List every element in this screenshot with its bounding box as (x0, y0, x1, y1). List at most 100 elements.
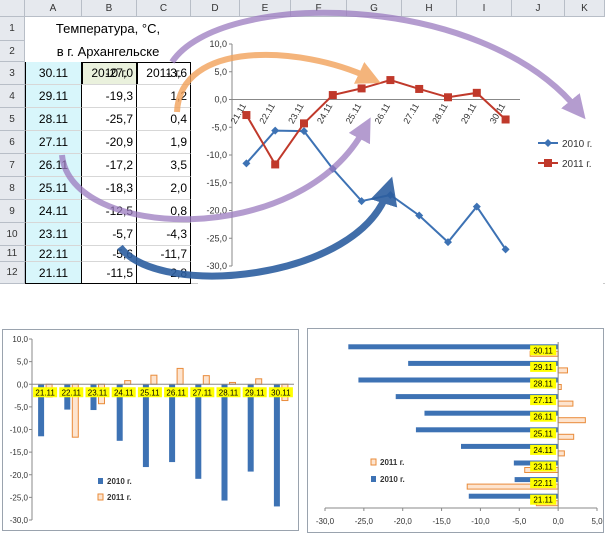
data-point-2011[interactable] (328, 91, 337, 100)
row-header-2[interactable]: 2 (0, 41, 25, 62)
data-point-2011[interactable] (472, 88, 481, 97)
data-point-2010[interactable] (501, 245, 510, 254)
bar-2010[interactable] (468, 493, 559, 499)
column-header-e[interactable]: E (240, 0, 291, 17)
column-chart[interactable]: 10,0 5,0 0,0 -5,0 -10,0 -15,0 -20,0 -25,0 -30,0 2… (2, 329, 299, 531)
data-point-2011[interactable] (271, 160, 280, 169)
value-2010-cell[interactable]: -19,3 (82, 85, 137, 108)
bar-2011[interactable] (150, 374, 158, 385)
bar-2010[interactable] (221, 384, 228, 501)
row-header-7[interactable]: 7 (0, 154, 25, 177)
horizontal-bar-chart[interactable]: 21.11 22.11 23.11 24.11 25.11 26.11 27.11 28.11… (307, 328, 604, 533)
bar-2010[interactable] (395, 394, 559, 400)
bar-2011[interactable] (124, 380, 132, 385)
row-header-9[interactable]: 9 (0, 200, 25, 223)
y-tick-label: 0,0 (17, 380, 29, 389)
data-point-2010[interactable] (472, 202, 481, 211)
column-header-h[interactable]: H (402, 0, 457, 17)
value-2011-cell[interactable]: -4,3 (137, 223, 191, 246)
date-cell[interactable]: 27.11 (25, 131, 82, 154)
value-2010-cell[interactable]: -11,5 (82, 262, 137, 284)
date-cell[interactable]: 23.11 (25, 223, 82, 246)
column-header-g[interactable]: G (347, 0, 402, 17)
column-header-b[interactable]: B (82, 0, 137, 17)
date-cell[interactable]: 25.11 (25, 177, 82, 200)
value-2010-cell[interactable]: -25,7 (82, 108, 137, 131)
bar-2010[interactable] (348, 344, 559, 350)
bar-2010[interactable] (408, 360, 559, 366)
value-2010-cell[interactable]: -20,9 (82, 131, 137, 154)
date-cell[interactable]: 22.11 (25, 246, 82, 262)
value-2011-cell[interactable]: 3,5 (137, 154, 191, 177)
date-cell[interactable]: 26.11 (25, 154, 82, 177)
bar-2011[interactable] (557, 417, 586, 424)
bar-2010[interactable] (424, 410, 559, 416)
bar-2010[interactable] (358, 377, 559, 383)
row-header-8[interactable]: 8 (0, 177, 25, 200)
bar-2010[interactable] (461, 443, 559, 449)
row-header-11[interactable]: 11 (0, 246, 25, 262)
bar-2010[interactable] (273, 384, 280, 507)
y-tick-label: 10,0 (12, 335, 28, 344)
value-2010-cell[interactable]: -27,0 (82, 62, 137, 85)
data-point-2011[interactable] (300, 119, 308, 128)
value-2010-cell[interactable]: -12,5 (82, 200, 137, 223)
value-2011-cell[interactable]: 1,2 (137, 85, 191, 108)
bar-2010[interactable] (116, 384, 123, 441)
bar-2011[interactable] (557, 433, 575, 440)
date-cell[interactable]: 24.11 (25, 200, 82, 223)
value-2010-cell[interactable]: -5,6 (82, 246, 137, 262)
column-header-j[interactable]: J (512, 0, 565, 17)
date-cell[interactable]: 28.11 (25, 108, 82, 131)
date-cell[interactable]: 29.11 (25, 85, 82, 108)
column-header-c[interactable]: C (137, 0, 191, 17)
value-2011-cell[interactable]: 2,0 (137, 177, 191, 200)
data-point-2011[interactable] (357, 84, 366, 93)
row-header-1[interactable]: 1 (0, 17, 25, 41)
value-2011-cell[interactable]: -3,6 (137, 62, 191, 85)
bar-2010[interactable] (195, 384, 202, 479)
column-header-i[interactable]: I (457, 0, 512, 17)
value-2010-cell[interactable]: -18,3 (82, 177, 137, 200)
row-header-6[interactable]: 6 (0, 131, 25, 154)
row-header-4[interactable]: 4 (0, 85, 25, 108)
bar-2011[interactable] (255, 378, 263, 385)
bar-2011[interactable] (202, 375, 210, 385)
value-2010-cell[interactable]: -5,7 (82, 223, 137, 246)
row-header-10[interactable]: 10 (0, 223, 25, 246)
bar-2011[interactable] (557, 367, 568, 374)
data-point-2010[interactable] (415, 211, 424, 220)
bar-2011[interactable] (557, 450, 565, 457)
date-cell[interactable]: 21.11 (25, 262, 82, 284)
bar-2010[interactable] (415, 427, 559, 433)
column-header-a[interactable]: A (25, 0, 82, 17)
value-2010-cell[interactable]: -17,2 (82, 154, 137, 177)
row-header-12[interactable]: 12 (0, 262, 25, 284)
bar-2011[interactable] (176, 367, 184, 385)
data-point-2011[interactable] (444, 93, 452, 102)
data-point-2011[interactable] (415, 84, 424, 93)
value-2011-cell[interactable]: 0,4 (137, 108, 191, 131)
bar-2010[interactable] (38, 384, 45, 437)
value-2011-cell[interactable]: 1,9 (137, 131, 191, 154)
data-point-2010[interactable] (444, 238, 452, 247)
data-point-2011[interactable] (242, 111, 251, 120)
data-point-2011[interactable] (501, 115, 510, 124)
bar-2011[interactable] (557, 400, 574, 407)
bar-2010[interactable] (169, 384, 176, 463)
bar-2010[interactable] (247, 384, 254, 472)
date-cell[interactable]: 30.11 (25, 62, 82, 85)
value-2011-cell[interactable]: -11,7 (137, 246, 191, 262)
bar-2010[interactable] (142, 384, 149, 468)
row-header-3[interactable]: 3 (0, 62, 25, 85)
category-label: 21.11 (35, 388, 55, 397)
data-point-2011[interactable] (386, 76, 395, 85)
value-2011-cell[interactable]: 2,8 (137, 262, 191, 284)
corner-cell[interactable] (0, 0, 25, 17)
value-2011-cell[interactable]: 0,8 (137, 200, 191, 223)
column-header-d[interactable]: D (191, 0, 240, 17)
column-header-k[interactable]: K (565, 0, 605, 17)
column-header-f[interactable]: F (291, 0, 347, 17)
row-header-5[interactable]: 5 (0, 108, 25, 131)
line-chart[interactable]: 10,0 5,0 0,0 -5,0 -10,0 -15,0 -20,0 -25,0 -30,0 2… (198, 18, 603, 284)
